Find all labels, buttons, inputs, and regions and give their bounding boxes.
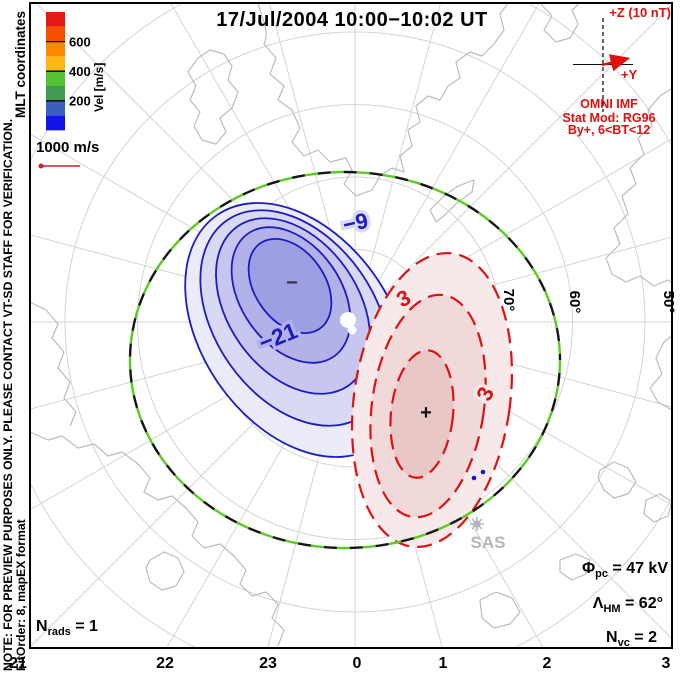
mlt-axis-label-21: 21 [9, 655, 27, 672]
latitude-label-70: 70° [500, 289, 517, 312]
mlt-axis-label-3: 3 [662, 655, 671, 672]
imf-dial: +Z (10 nT) +Y OMNI IMF Stat Mod: RG96 By… [562, 5, 671, 137]
velocity-vector-dot [480, 469, 486, 475]
colorbar-segment [46, 26, 65, 42]
plot-frame [29, 2, 673, 649]
contour-label-neg-outer: −9 [341, 208, 371, 238]
imf-z-axis-label: +Z (10 nT) [609, 5, 671, 20]
mlt-axis-label-0: 0 [353, 655, 362, 672]
mlt-axis-label-22: 22 [156, 655, 174, 672]
lambda-symbol: Λ [593, 595, 604, 612]
preview-note: NOTE: FOR PREVIEW PURPOSES ONLY. PLEASE … [1, 119, 15, 671]
plot-title: 17/Jul/2004 10:00−10:02 UT [216, 9, 488, 31]
positive-center-marker: + [420, 402, 432, 424]
latitude-label-60: 60° [566, 291, 583, 314]
fitorder-note: FitOrder: 8, mapEX format [14, 519, 28, 671]
colorbar-unit-label: Vel [m/s] [92, 63, 106, 112]
lambda-subscript: HM [603, 603, 620, 615]
cross-polar-cap-potential-stat: Φpc = 47 kV [582, 560, 668, 580]
station-marker-sas [470, 517, 484, 531]
reference-vector-origin-dot [38, 163, 44, 169]
mlt-axis-label-1: 1 [439, 655, 448, 672]
imf-conditions-label: By+, 6<BT<12 [568, 123, 650, 137]
mlt-axis-label-2: 2 [543, 655, 552, 672]
colorbar-tick-200: 200 [69, 94, 91, 109]
colorbar-segment [46, 56, 65, 72]
white-patch [340, 312, 357, 335]
colorbar-segment [46, 41, 65, 57]
velocity-vector-dot [471, 475, 477, 481]
colorbar-tick-400: 400 [69, 64, 91, 79]
n-vectors-value: = 2 [630, 629, 657, 646]
negative-potential-cell [184, 202, 410, 458]
positive-potential-cell [350, 251, 514, 549]
mlt-axis: 21 22 23 0 1 2 3 [9, 655, 670, 672]
imf-model-label: Stat Mod: RG96 [562, 111, 655, 125]
colorbar-segment [46, 71, 65, 86]
heppner-maynard-boundary [128, 170, 562, 550]
phi-symbol: Φ [582, 560, 595, 577]
imf-source-label: OMNI IMF [580, 97, 638, 111]
velocity-colorbar: 600 400 200 Vel [m/s] [46, 12, 106, 131]
reference-vector-label: 1000 m/s [36, 139, 99, 156]
n-radars-value: = 1 [71, 618, 98, 635]
latitude-label-50: 50° [660, 291, 677, 314]
colorbar-segment [46, 115, 65, 131]
n-vectors-stat: Nvc = 2 [606, 629, 657, 649]
n-vectors-symbol: N [606, 629, 618, 646]
station-label-sas: SAS [471, 533, 506, 552]
colorbar-tick-marks [46, 40, 65, 102]
colorbar-tick-600: 600 [69, 35, 91, 50]
n-radars-subscript: rads [48, 626, 71, 638]
hm-boundary-latitude-stat: ΛHM = 62° [593, 595, 663, 615]
reference-vector: 1000 m/s [36, 139, 99, 169]
n-radars-stat: Nrads = 1 [36, 618, 98, 638]
phi-subscript: pc [595, 568, 608, 580]
colorbar-segment [46, 12, 65, 27]
lambda-value: = 62° [621, 595, 663, 612]
n-radars-symbol: N [36, 618, 48, 635]
n-vectors-subscript: vc [618, 637, 630, 649]
negative-center-marker: − [286, 272, 298, 294]
mlt-axis-label-23: 23 [259, 655, 277, 672]
imf-vector-arrow [601, 54, 631, 72]
colorbar-segment [46, 100, 65, 116]
imf-y-axis-label: +Y [621, 67, 638, 82]
colorbar-segment [46, 86, 65, 101]
mlt-coordinates-label: MLT coordinates [13, 11, 28, 118]
phi-value: = 47 kV [608, 560, 668, 577]
